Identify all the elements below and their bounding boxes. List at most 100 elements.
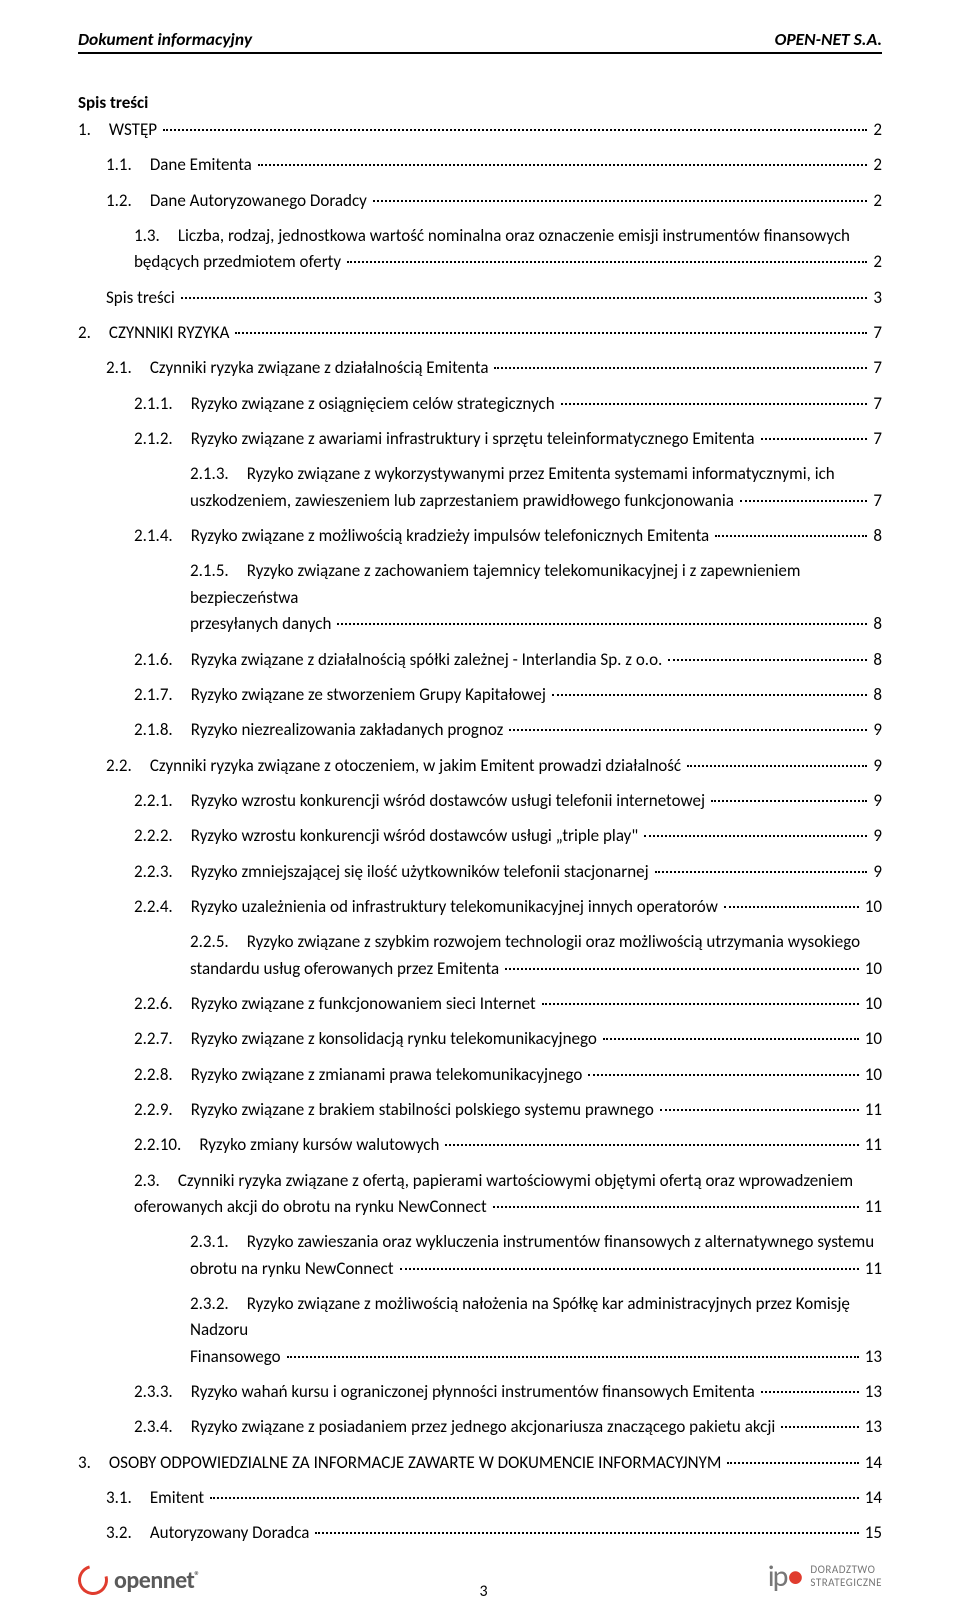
toc-number: 1.2. <box>106 188 150 214</box>
toc-number: 2.1.3. <box>190 463 247 484</box>
toc-title: Ryzyko związane z szybkim rozwojem techn… <box>247 931 860 952</box>
toc-entry: 2.2.8.Ryzyko związane z zmianami prawa t… <box>78 1062 882 1088</box>
toc-entry: 2.2.9.Ryzyko związane z brakiem stabilno… <box>78 1097 882 1123</box>
toc-entry: 2.1.6.Ryzyka związane z działalnością sp… <box>78 647 882 673</box>
toc-page-number: 9 <box>869 788 882 814</box>
toc-leader-dots <box>542 1003 859 1005</box>
toc-entry: 2.3.3.Ryzyko wahań kursu i ograniczonej … <box>78 1379 882 1405</box>
toc-page-number: 11 <box>861 1132 882 1158</box>
toc-leader-dots <box>715 535 867 537</box>
toc-title: Ryzyko związane z osiągnięciem celów str… <box>191 391 559 417</box>
toc-page-number: 2 <box>869 152 882 178</box>
toc-title: Ryzyko związane z posiadaniem przez jedn… <box>191 1414 780 1440</box>
toc-page-number: 13 <box>861 1344 882 1370</box>
toc-page-number: 13 <box>861 1414 882 1440</box>
toc-number: 2.2.8. <box>134 1062 191 1088</box>
toc-title: CZYNNIKI RYZYKA <box>109 320 233 346</box>
toc-title-cont: Finansowego <box>190 1344 285 1370</box>
toc-title: Ryzyko niezrealizowania zakładanych prog… <box>191 717 508 743</box>
toc-title: Ryzyko zawieszania oraz wykluczenia inst… <box>247 1231 874 1252</box>
toc-leader-dots <box>655 871 868 873</box>
toc-title: Ryzyko zmniejszającej się ilość użytkown… <box>191 859 653 885</box>
toc-title: Ryzyko wzrostu konkurencji wśród dostawc… <box>191 788 709 814</box>
toc-entry: 2.1.7.Ryzyko związane ze stworzeniem Gru… <box>78 682 882 708</box>
toc-page-number: 2 <box>869 117 882 143</box>
toc-title: Ryzyko związane z awariami infrastruktur… <box>191 426 759 452</box>
toc-title-cont: obrotu na rynku NewConnect <box>190 1256 398 1282</box>
page-header: Dokument informacyjny OPEN-NET S.A. <box>78 28 882 54</box>
toc-entry: 2.CZYNNIKI RYZYKA 7 <box>78 320 882 346</box>
toc-leader-dots <box>258 164 868 166</box>
toc-leader-dots <box>761 1391 859 1393</box>
toc-entry: 2.1.1.Ryzyko związane z osiągnięciem cel… <box>78 391 882 417</box>
toc-page-number: 15 <box>861 1520 882 1546</box>
toc-page-number: 10 <box>861 1026 882 1052</box>
toc-number: 1.1. <box>106 152 150 178</box>
toc-title-cont: uszkodzeniem, zawieszeniem lub zaprzesta… <box>190 488 738 514</box>
toc-leader-dots <box>287 1356 859 1358</box>
toc-leader-dots <box>400 1268 859 1270</box>
toc-number: 2.3.3. <box>134 1379 191 1405</box>
toc-page-number: 7 <box>869 355 882 381</box>
toc-entry: 2.3.4.Ryzyko związane z posiadaniem prze… <box>78 1414 882 1440</box>
toc-entry: 2.1.5.Ryzyko związane z zachowaniem taje… <box>78 558 882 637</box>
toc-leader-dots <box>315 1532 858 1534</box>
toc-leader-dots <box>781 1426 858 1428</box>
toc-title: Ryzyko wahań kursu i ograniczonej płynno… <box>191 1379 759 1405</box>
toc-leader-dots <box>740 500 868 502</box>
toc-leader-dots <box>347 261 867 263</box>
toc-page-number: 10 <box>861 894 882 920</box>
toc-page-number: 3 <box>869 285 882 311</box>
toc-page-number: 14 <box>861 1450 882 1476</box>
toc-entry: 2.3.1.Ryzyko zawieszania oraz wykluczeni… <box>78 1229 882 1282</box>
toc-leader-dots <box>235 332 867 334</box>
toc-page-number: 9 <box>869 823 882 849</box>
ipo-logo: ip• DORADZTWO STRATEGICZNE <box>768 1558 882 1595</box>
toc-container: 1.WSTĘP 21.1.Dane Emitenta 21.2.Dane Aut… <box>78 117 882 1547</box>
toc-entry: 2.2.7.Ryzyko związane z konsolidacją ryn… <box>78 1026 882 1052</box>
toc-number: 2.2.7. <box>134 1026 191 1052</box>
toc-number: 2.2.2. <box>134 823 191 849</box>
toc-leader-dots <box>181 297 868 299</box>
toc-number: 2.1.8. <box>134 717 191 743</box>
toc-title: Dane Emitenta <box>150 152 256 178</box>
toc-leader-dots <box>163 129 867 131</box>
toc-leader-dots <box>761 438 868 440</box>
toc-title: Ryzyko związane z funkcjonowaniem sieci … <box>191 991 540 1017</box>
opennet-logo: opennet® <box>78 1565 199 1595</box>
toc-number: 2.2.3. <box>134 859 191 885</box>
toc-title: Liczba, rodzaj, jednostkowa wartość nomi… <box>178 225 850 246</box>
toc-leader-dots <box>494 367 867 369</box>
toc-entry: 2.1.2.Ryzyko związane z awariami infrast… <box>78 426 882 452</box>
page-footer: opennet® 3 ip• DORADZTWO STRATEGICZNE <box>78 1558 882 1595</box>
toc-entry: 2.2.Czynniki ryzyka związane z otoczenie… <box>78 753 882 779</box>
toc-leader-dots <box>561 403 868 405</box>
toc-title: Ryzyko związane z konsolidacją rynku tel… <box>191 1026 601 1052</box>
toc-entry: 1.1.Dane Emitenta 2 <box>78 152 882 178</box>
toc-number: 2.2.9. <box>134 1097 191 1123</box>
toc-entry: 3.2.Autoryzowany Doradca 15 <box>78 1520 882 1546</box>
toc-title: Ryzyko związane z wykorzystywanymi przez… <box>247 463 835 484</box>
toc-entry: 1.WSTĘP 2 <box>78 117 882 143</box>
toc-title-cont: oferowanych akcji do obrotu na rynku New… <box>134 1194 491 1220</box>
toc-entry: 2.2.1.Ryzyko wzrostu konkurencji wśród d… <box>78 788 882 814</box>
toc-page-number: 7 <box>869 488 882 514</box>
toc-page-number: 8 <box>869 682 882 708</box>
toc-leader-dots <box>509 729 867 731</box>
toc-number: 2.2.6. <box>134 991 191 1017</box>
toc-title-cont: standardu usług oferowanych przez Emiten… <box>190 956 503 982</box>
toc-leader-dots <box>603 1038 859 1040</box>
toc-leader-dots <box>687 765 867 767</box>
toc-title: Ryzyka związane z działalnością spółki z… <box>191 647 667 673</box>
toc-page-number: 8 <box>869 523 882 549</box>
toc-entry: 2.1.3.Ryzyko związane z wykorzystywanymi… <box>78 461 882 514</box>
toc-title: Ryzyko związane z brakiem stabilności po… <box>191 1097 658 1123</box>
toc-title: Czynniki ryzyka związane z ofertą, papie… <box>178 1170 853 1191</box>
toc-number: 2.2.4. <box>134 894 191 920</box>
toc-entry: 2.2.5.Ryzyko związane z szybkim rozwojem… <box>78 929 882 982</box>
toc-leader-dots <box>552 694 867 696</box>
page-number: 3 <box>199 1582 767 1601</box>
toc-leader-dots <box>668 659 867 661</box>
toc-leader-dots <box>724 906 859 908</box>
toc-entry: 2.1.4.Ryzyko związane z możliwością krad… <box>78 523 882 549</box>
